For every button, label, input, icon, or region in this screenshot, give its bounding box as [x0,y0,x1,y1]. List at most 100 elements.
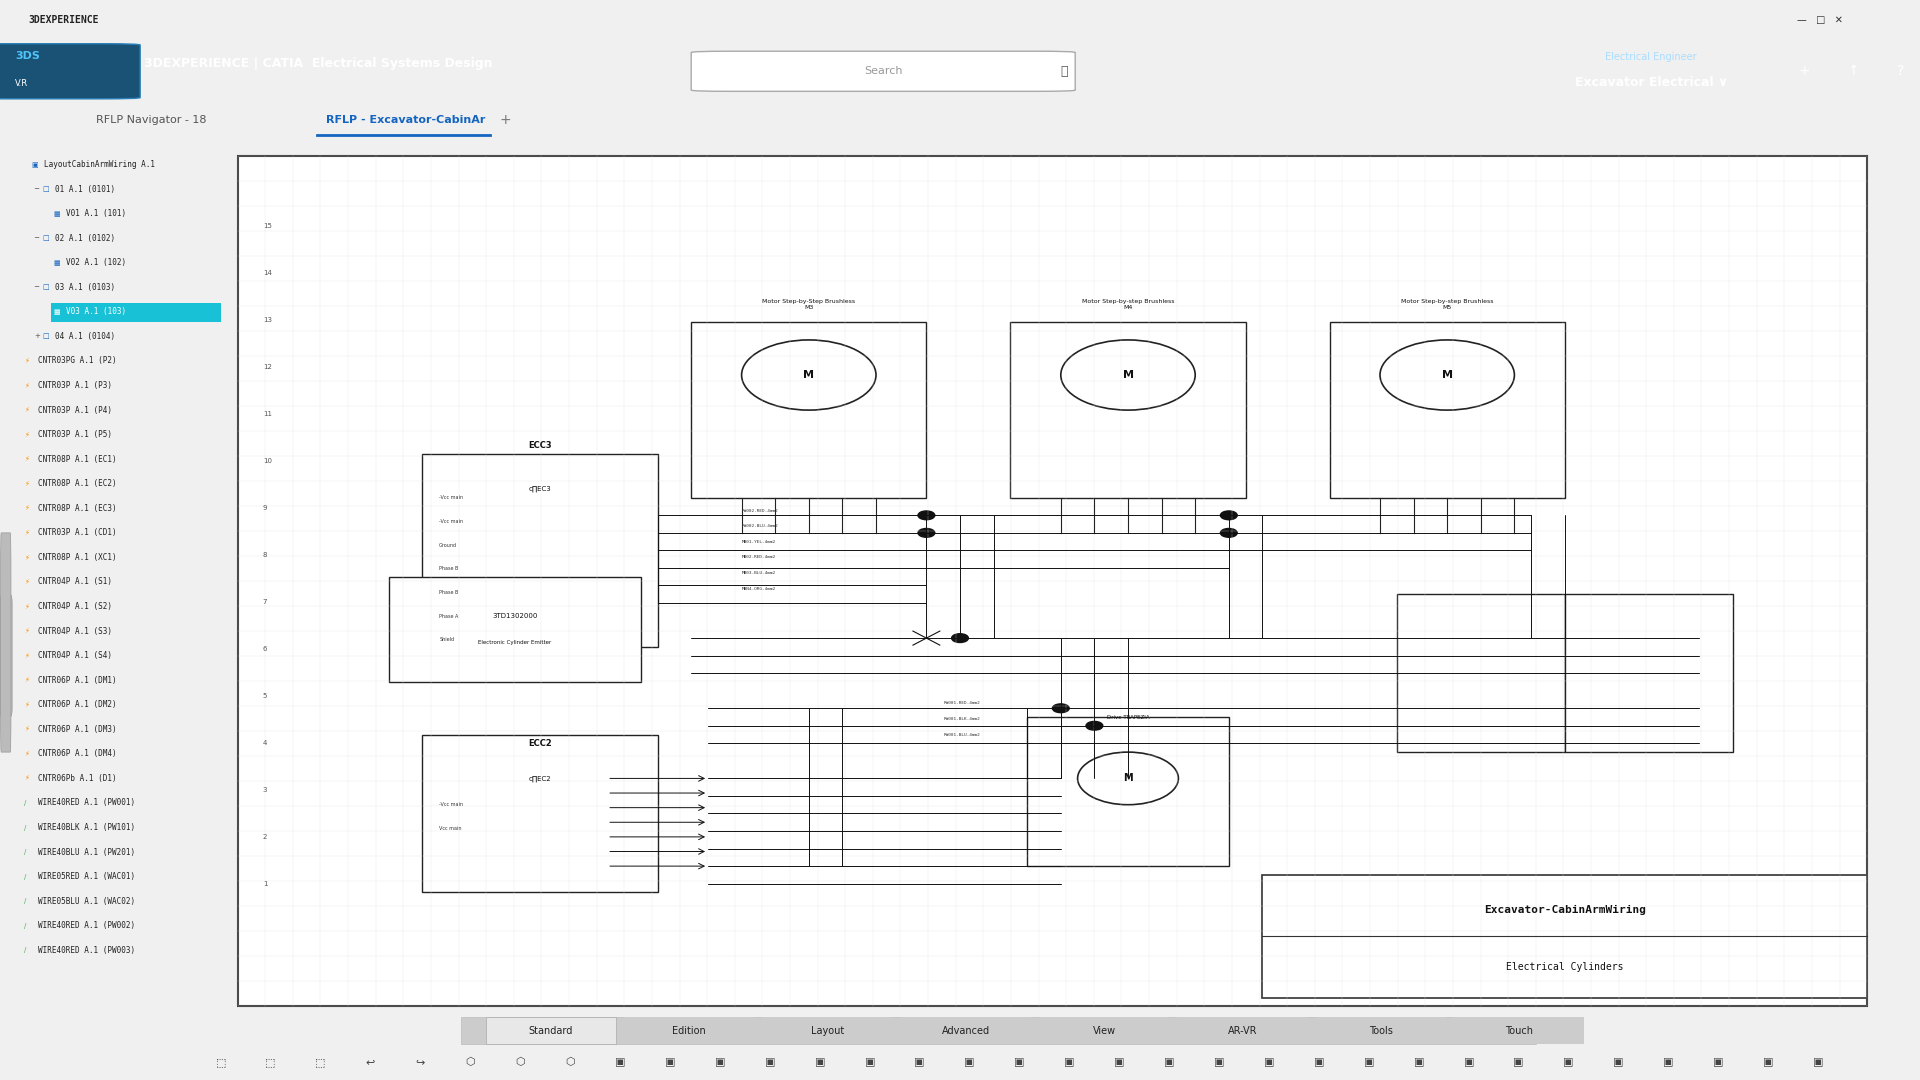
Text: 9: 9 [263,504,267,511]
Text: ▣: ▣ [764,1057,776,1067]
Text: CNTR03PG A.1 (P2): CNTR03PG A.1 (P2) [38,356,117,365]
Text: Electronic Cylinder Emitter: Electronic Cylinder Emitter [478,640,551,645]
Text: 04 A.1 (0104): 04 A.1 (0104) [56,332,115,341]
Text: ↪: ↪ [417,1057,424,1067]
Text: 11: 11 [263,410,273,417]
Text: CNTR06P A.1 (DM3): CNTR06P A.1 (DM3) [38,725,117,733]
FancyBboxPatch shape [1565,594,1732,752]
Text: MBN4-ORG-4mm2: MBN4-ORG-4mm2 [741,588,776,591]
Text: PW001-BLK-4mm2: PW001-BLK-4mm2 [943,717,979,720]
Text: 4: 4 [263,740,267,745]
Text: ▣: ▣ [1613,1057,1624,1067]
FancyBboxPatch shape [691,51,1075,92]
Text: 3: 3 [263,786,267,793]
Circle shape [1060,340,1194,410]
FancyBboxPatch shape [388,577,641,681]
FancyBboxPatch shape [50,303,238,323]
Text: ⚡: ⚡ [25,357,29,364]
Text: WIRE05BLU A.1 (WAC02): WIRE05BLU A.1 (WAC02) [38,896,134,906]
Text: Motor Step-by-Step Brushless
M3: Motor Step-by-Step Brushless M3 [762,299,856,310]
Text: WIRE40BLU A.1 (PW201): WIRE40BLU A.1 (PW201) [38,848,134,856]
Text: /: / [25,922,27,929]
Text: CNTR06Pb A.1 (D1): CNTR06Pb A.1 (D1) [38,774,117,783]
Text: ─: ─ [35,284,38,291]
Text: ⚡: ⚡ [25,407,29,413]
FancyBboxPatch shape [1010,323,1246,498]
Text: CNTR04P A.1 (S1): CNTR04P A.1 (S1) [38,578,111,586]
FancyBboxPatch shape [238,156,1866,1007]
Text: /: / [25,824,27,831]
Text: Search: Search [864,66,902,77]
Circle shape [1087,721,1102,730]
Text: CNTR06P A.1 (DM1): CNTR06P A.1 (DM1) [38,676,117,685]
Text: -Vcc main: -Vcc main [440,519,463,524]
Text: Edition: Edition [672,1026,707,1036]
Text: Phase B: Phase B [440,566,459,571]
Text: 7: 7 [263,598,267,605]
FancyBboxPatch shape [1027,717,1229,866]
Text: /: / [25,849,27,855]
Text: +: + [1799,65,1811,78]
Text: WIRE40RED A.1 (PW003): WIRE40RED A.1 (PW003) [38,946,134,955]
Circle shape [1221,511,1236,519]
Text: 03 A.1 (0103): 03 A.1 (0103) [56,283,115,292]
Text: ▣: ▣ [1014,1057,1025,1067]
Text: ?: ? [1897,65,1905,78]
Text: 02 A.1 (0102): 02 A.1 (0102) [56,233,115,243]
Text: Standard: Standard [528,1026,574,1036]
Text: WIRE40BLK A.1 (PW101): WIRE40BLK A.1 (PW101) [38,823,134,832]
Text: □: □ [42,334,48,339]
Text: Advanced: Advanced [941,1026,991,1036]
FancyBboxPatch shape [1329,323,1565,498]
Text: PW002-RED-4mm2: PW002-RED-4mm2 [741,509,778,513]
Text: Excavator Electrical ∨: Excavator Electrical ∨ [1574,76,1728,89]
FancyBboxPatch shape [1263,875,1866,998]
Text: CNTR03P A.1 (CD1): CNTR03P A.1 (CD1) [38,528,117,538]
Text: ▣: ▣ [1463,1057,1475,1067]
Text: CNTR08P A.1 (EC1): CNTR08P A.1 (EC1) [38,455,117,463]
Text: -Vcc main: -Vcc main [440,496,463,500]
Text: 01 A.1 (0101): 01 A.1 (0101) [56,185,115,193]
Text: ▣: ▣ [914,1057,925,1067]
Text: /: / [25,947,27,954]
Text: V01 A.1 (101): V01 A.1 (101) [65,210,127,218]
FancyBboxPatch shape [900,1017,1031,1044]
Circle shape [952,634,968,643]
Text: V03 A.1 (103): V03 A.1 (103) [65,308,127,316]
FancyBboxPatch shape [422,454,657,647]
Text: -Vcc main: -Vcc main [440,802,463,807]
Text: V02 A.1 (102): V02 A.1 (102) [65,258,127,267]
Text: ↩: ↩ [367,1057,374,1067]
Text: ECC3: ECC3 [528,441,551,449]
FancyBboxPatch shape [691,323,927,498]
Text: Drive TRAPEZIA: Drive TRAPEZIA [1106,715,1150,719]
Text: Vcc main: Vcc main [440,826,461,831]
Text: ─: ─ [35,186,38,192]
Text: ⬡: ⬡ [515,1057,526,1067]
Text: +: + [35,334,40,339]
Text: ▣: ▣ [1763,1057,1774,1067]
Text: 5: 5 [263,692,267,699]
Text: ▣: ▣ [31,162,38,167]
FancyBboxPatch shape [461,1017,1536,1044]
Text: 🔍: 🔍 [1060,65,1068,78]
Text: WIRE40RED A.1 (PW002): WIRE40RED A.1 (PW002) [38,921,134,930]
FancyBboxPatch shape [1396,594,1565,752]
Text: PW001-BLU-4mm2: PW001-BLU-4mm2 [943,732,979,737]
Circle shape [1052,704,1069,713]
Text: ⚡: ⚡ [25,382,29,389]
Text: 6: 6 [263,646,267,651]
Text: ⬚: ⬚ [215,1057,227,1067]
Text: Electrical Cylinders: Electrical Cylinders [1505,962,1624,972]
Text: 15: 15 [263,222,271,229]
Text: ▦: ▦ [54,260,60,266]
Text: ⚡: ⚡ [25,505,29,511]
Text: ⬚: ⬚ [265,1057,276,1067]
Text: Motor Step-by-step Brushless
M4: Motor Step-by-step Brushless M4 [1081,299,1175,310]
Text: ▣: ▣ [1114,1057,1125,1067]
Text: M: M [1123,370,1133,380]
Circle shape [741,340,876,410]
Text: 13: 13 [263,316,273,323]
Text: ⚡: ⚡ [25,481,29,487]
Text: ▣: ▣ [1213,1057,1225,1067]
